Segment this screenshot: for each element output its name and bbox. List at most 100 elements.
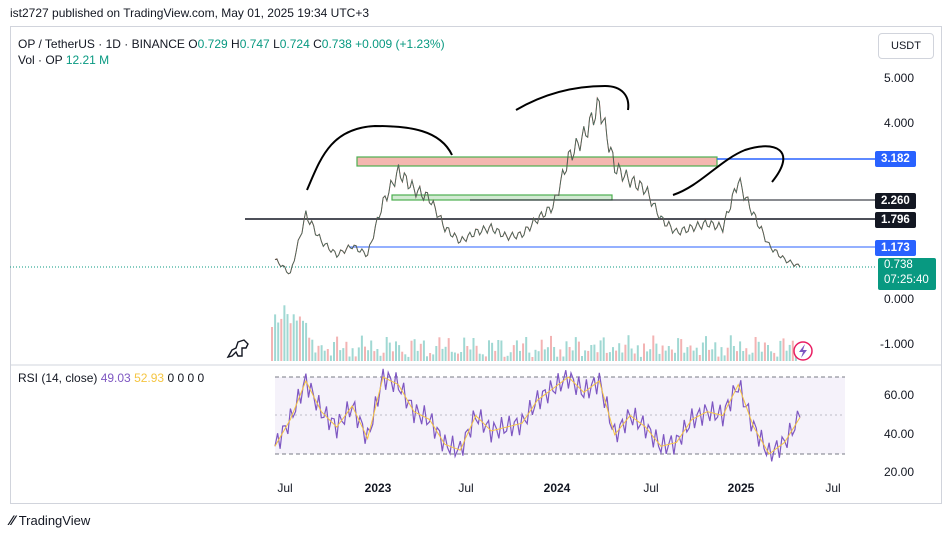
volume-bar — [726, 347, 729, 361]
volume-bar — [472, 338, 475, 361]
rsi-line[interactable] — [274, 368, 801, 462]
volume-bar — [729, 335, 732, 361]
volume-bar — [599, 340, 602, 361]
volume-bar — [519, 350, 521, 361]
volume-bar — [773, 352, 776, 361]
volume-bar — [568, 347, 571, 361]
volume-bar — [621, 352, 624, 361]
volume-bar — [311, 339, 314, 361]
volume-bar — [407, 356, 410, 361]
volume-bar — [429, 353, 432, 361]
tradingview-logo-icon: ⁄⁄ — [10, 512, 15, 528]
volume-bar — [751, 352, 754, 361]
volume-bar — [295, 320, 298, 361]
volume-bar — [274, 314, 277, 361]
volume-bar — [757, 341, 760, 361]
volume-bar — [630, 348, 633, 361]
volume-bar — [643, 343, 645, 361]
volume-bar — [736, 351, 738, 361]
volume-bar — [491, 342, 494, 361]
volume-bar — [683, 352, 686, 361]
volume-bar — [438, 337, 441, 361]
volume-bar — [469, 349, 472, 361]
volume-bar — [745, 348, 748, 361]
volume-bar — [351, 348, 354, 361]
volume-bar — [395, 341, 397, 361]
volume-bar — [732, 346, 735, 361]
high-value: 0.747 — [239, 37, 270, 51]
level-tag-1796: 1.796 — [875, 212, 916, 228]
volume-bar — [674, 352, 676, 361]
volume-bar — [791, 340, 794, 361]
volume-bar — [345, 341, 348, 361]
volume-bar — [646, 351, 649, 361]
rsi-axis-label: 20.00 — [884, 465, 915, 479]
rsi-axis-label: 60.00 — [884, 388, 915, 402]
volume-bar — [354, 356, 357, 361]
volume-bar — [695, 347, 698, 361]
volume-bar — [543, 349, 546, 361]
level-tag-2260: 2.260 — [875, 193, 916, 209]
volume-bar — [522, 343, 525, 361]
volume-bar — [680, 339, 683, 361]
volume-bar — [760, 351, 763, 361]
volume-bar — [571, 350, 574, 361]
volume-bar — [590, 345, 593, 361]
rsi-label[interactable]: RSI (14, close) — [18, 371, 98, 385]
volume-bar — [435, 346, 438, 361]
time-axis-label: Jul — [277, 481, 292, 495]
volume-bar — [494, 350, 497, 361]
volume-bar — [531, 357, 534, 361]
level-lines[interactable] — [245, 158, 875, 248]
volume-bar — [649, 349, 652, 361]
volume-bar — [677, 338, 680, 361]
volume-label[interactable]: Vol · OP — [18, 53, 63, 67]
symbol-name[interactable]: OP / TetherUS · 1D · BINANCE — [18, 37, 185, 51]
right-shoulder-arc[interactable] — [672, 145, 785, 196]
volume-bar — [326, 349, 329, 361]
volume-bar — [652, 335, 655, 361]
volume-bar — [398, 345, 401, 361]
volume-bar — [466, 346, 469, 361]
volume-bar — [292, 314, 295, 361]
volume-bar — [794, 356, 797, 361]
volume-bar — [379, 355, 382, 361]
volume-bar — [280, 318, 283, 361]
time-axis-label: 2023 — [365, 481, 392, 495]
left-shoulder-arc[interactable] — [306, 124, 453, 191]
volume-bar — [717, 356, 720, 361]
volume-bar — [515, 340, 518, 361]
rsi-ma-line — [274, 376, 801, 455]
volume-bar — [540, 339, 543, 361]
volume-bar — [373, 351, 376, 361]
rsi-axis-label: 40.00 — [884, 427, 915, 441]
price-axis-label: 5.000 — [884, 71, 915, 85]
volume-value: 12.21 M — [65, 53, 110, 67]
volume-bar — [441, 348, 444, 361]
volume-bar — [277, 322, 280, 361]
volume-bar — [357, 347, 360, 361]
volume-bar — [460, 352, 463, 361]
head-arc[interactable] — [515, 84, 630, 111]
volume-bar — [770, 351, 773, 361]
volume-bar — [754, 337, 757, 361]
volume-bar — [701, 342, 704, 361]
volume-bar — [367, 350, 370, 361]
low-value: 0.724 — [279, 37, 310, 51]
volume-bar — [385, 337, 388, 361]
volume-bar — [689, 345, 692, 361]
volume-bar — [289, 323, 292, 361]
footer: ⁄⁄ TradingView — [10, 512, 90, 528]
resistance-zone[interactable] — [356, 156, 718, 167]
volume-bar — [782, 338, 785, 361]
volume-bar — [581, 356, 583, 361]
volume-bar — [323, 350, 326, 361]
volume-bar — [584, 350, 587, 361]
volume-bar — [457, 353, 459, 361]
volume-bar — [329, 355, 332, 361]
volume-bar — [444, 346, 447, 361]
volume-bar — [723, 355, 726, 361]
price-axis-label: 4.000 — [884, 116, 915, 130]
currency-button[interactable]: USDT — [878, 33, 934, 59]
